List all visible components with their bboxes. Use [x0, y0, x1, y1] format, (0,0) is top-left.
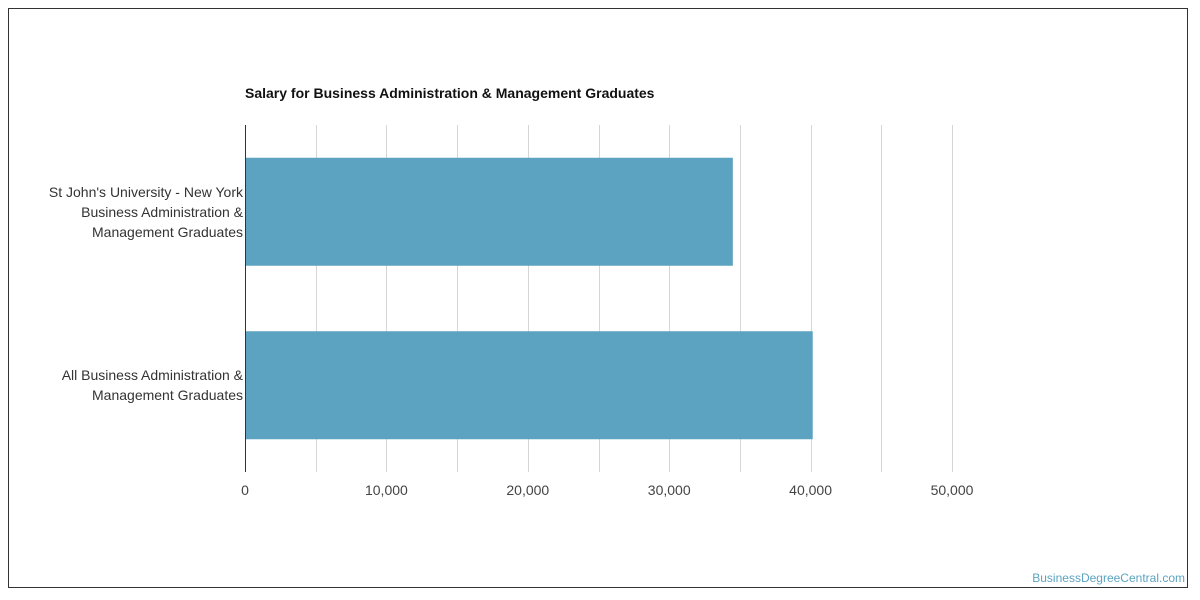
category-label-line: Management Graduates	[92, 387, 243, 404]
category-label-line: St John's University - New York	[48, 183, 243, 200]
category-label-line: Management Graduates	[92, 223, 243, 240]
x-tick-label: 30,000	[648, 482, 691, 498]
x-tick-label: 50,000	[931, 482, 974, 498]
bar-1	[245, 157, 733, 266]
category-label: All Business Administration & Management …	[62, 365, 243, 405]
category-label: St John's University - New York Business …	[49, 182, 243, 242]
x-tick-label: 0	[241, 482, 249, 498]
category-label-line: Business Administration &	[81, 203, 243, 220]
chart-title: Salary for Business Administration & Man…	[245, 85, 655, 101]
category-label-line: All Business Administration &	[61, 367, 243, 384]
x-tick-label: 20,000	[506, 482, 549, 498]
x-tick-label: 10,000	[365, 482, 408, 498]
chart-frame	[8, 8, 1188, 588]
bar-2	[245, 331, 813, 440]
x-tick-label: 40,000	[789, 482, 832, 498]
watermark: BusinessDegreeCentral.com	[1032, 571, 1185, 585]
